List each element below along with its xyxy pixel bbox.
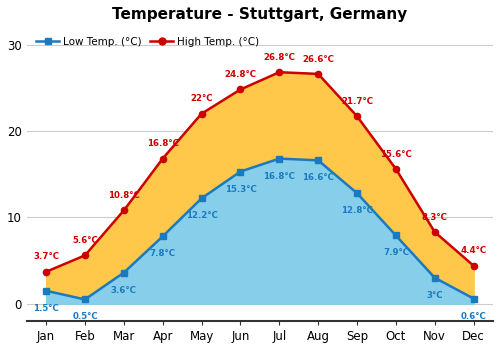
Text: 7.9°C: 7.9°C (383, 248, 409, 258)
Text: 15.6°C: 15.6°C (380, 149, 412, 159)
Text: 24.8°C: 24.8°C (224, 70, 256, 79)
Text: 3°C: 3°C (426, 291, 443, 300)
Text: 12.2°C: 12.2°C (186, 211, 218, 220)
Text: 16.8°C: 16.8°C (147, 139, 178, 148)
Text: 1.5°C: 1.5°C (33, 304, 59, 313)
Text: 12.8°C: 12.8°C (341, 206, 373, 215)
Text: 16.8°C: 16.8°C (264, 172, 295, 181)
Text: 15.3°C: 15.3°C (224, 184, 256, 194)
Text: 8.3°C: 8.3°C (422, 213, 448, 222)
Text: 22°C: 22°C (190, 94, 213, 103)
Text: 10.8°C: 10.8°C (108, 191, 140, 200)
Text: 26.6°C: 26.6°C (302, 55, 334, 64)
Text: 16.6°C: 16.6°C (302, 173, 334, 182)
Text: 5.6°C: 5.6°C (72, 236, 98, 245)
Text: 3.7°C: 3.7°C (33, 252, 59, 261)
Text: 3.6°C: 3.6°C (111, 286, 137, 295)
Text: 0.6°C: 0.6°C (460, 312, 486, 321)
Title: Temperature - Stuttgart, Germany: Temperature - Stuttgart, Germany (112, 7, 408, 22)
Text: 4.4°C: 4.4°C (460, 246, 486, 256)
Text: 21.7°C: 21.7°C (341, 97, 373, 106)
Text: 0.5°C: 0.5°C (72, 313, 98, 321)
Text: 26.8°C: 26.8°C (264, 53, 295, 62)
Legend: Low Temp. (°C), High Temp. (°C): Low Temp. (°C), High Temp. (°C) (32, 33, 264, 51)
Text: 7.8°C: 7.8°C (150, 249, 176, 258)
